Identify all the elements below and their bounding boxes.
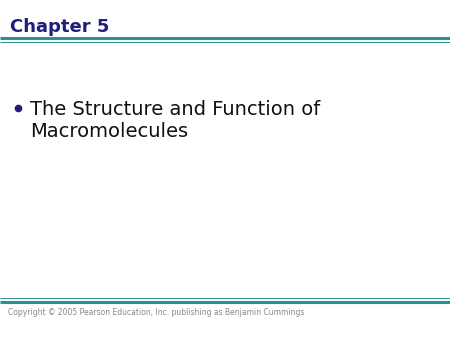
Text: The Structure and Function of: The Structure and Function of [30, 100, 320, 119]
Text: Chapter 5: Chapter 5 [10, 18, 109, 36]
Text: Macromolecules: Macromolecules [30, 122, 188, 141]
Text: Copyright © 2005 Pearson Education, Inc. publishing as Benjamin Cummings: Copyright © 2005 Pearson Education, Inc.… [8, 308, 304, 317]
